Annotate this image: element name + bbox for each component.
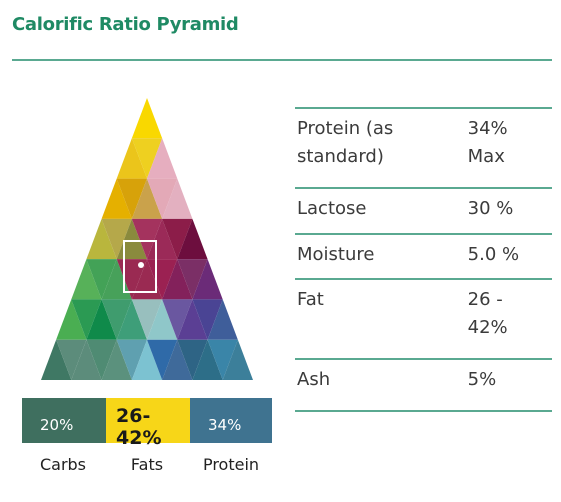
table-top-rule (295, 107, 552, 109)
pyramid-cell (131, 299, 163, 340)
pyramid-cell (71, 339, 102, 380)
pyramid-cell (101, 178, 132, 219)
pyramid-cell (207, 339, 238, 380)
table-row: Ash 5% (295, 360, 552, 412)
pyramid-cell (131, 339, 163, 380)
pyramid-cell (131, 138, 163, 179)
carbs-segment: 20% (22, 398, 106, 443)
fats-value: 26-42% (116, 405, 162, 449)
pyramid-cell (71, 259, 102, 300)
row-value: 5% (467, 369, 497, 390)
row-name: Fat (297, 289, 324, 310)
pyramid-cell (147, 178, 178, 219)
row-name: Ash (297, 369, 331, 390)
table-row: Protein (as standard) 34% Max (295, 109, 552, 189)
pyramid-cell (71, 299, 102, 340)
pyramid-cell (162, 259, 193, 300)
pyramid-cell (131, 218, 163, 260)
row-value: 5.0 % (467, 244, 520, 265)
pyramid-cell (147, 339, 178, 380)
ratio-bar: 20% 26-42% 34% (22, 398, 272, 449)
pyramid-cell (192, 299, 223, 340)
pyramid-cell (56, 339, 87, 380)
pyramid-cell (86, 259, 117, 300)
pyramid-cell (147, 138, 178, 179)
pyramid-cell (192, 259, 223, 300)
pyramid-cell (101, 299, 132, 340)
table-row: Fat 26 - 42% (295, 280, 552, 360)
pyramid-cell (56, 299, 87, 340)
pyramid-cell (86, 339, 117, 380)
pyramid-cell (192, 339, 223, 380)
pyramid-cell (147, 259, 178, 300)
table-row: Lactose 30 % (295, 189, 552, 235)
pyramid-cell (86, 299, 117, 340)
composition-table: Protein (as standard) 34% Max Lactose 30… (295, 107, 552, 412)
pyramid-cell (222, 339, 253, 380)
pyramid-cell (162, 339, 193, 380)
pyramid-cell (101, 339, 132, 380)
pyramid-cell (177, 299, 208, 340)
ratio-marker-box (123, 240, 157, 293)
pyramid-cell (86, 218, 117, 260)
protein-segment: 34% (190, 398, 272, 443)
row-value: 34% Max (467, 118, 508, 167)
pyramid-cell (177, 218, 208, 260)
row-value: 26 - 42% (467, 289, 508, 338)
row-value: 30 % (467, 198, 514, 219)
protein-label: Protein (202, 455, 260, 474)
pyramid-cell (116, 138, 147, 179)
pyramid-cell (177, 339, 208, 380)
fats-label: Fats (130, 455, 164, 474)
carbs-value: 20% (40, 416, 74, 434)
pyramid-cell (116, 339, 147, 380)
pyramid-cell (131, 259, 163, 300)
row-name: Moisture (297, 244, 375, 265)
pyramid-cell (147, 299, 178, 340)
row-name: Protein (as standard) (297, 118, 394, 167)
pyramid-cell (116, 178, 147, 219)
pyramid-cell (162, 299, 193, 340)
pyramid-cell (41, 339, 72, 380)
table-row: Moisture 5.0 % (295, 235, 552, 280)
pyramid-cell (101, 218, 132, 260)
protein-value: 34% (208, 416, 242, 434)
page-title: Calorific Ratio Pyramid (12, 14, 239, 35)
pyramid-cell (116, 299, 147, 340)
title-divider (12, 59, 552, 61)
carbs-label: Carbs (39, 455, 87, 474)
pyramid-cell (207, 299, 238, 340)
pyramid-cell (147, 218, 178, 260)
pyramid-cell (177, 259, 208, 300)
pyramid-cell (131, 178, 163, 219)
pyramid-cell (162, 178, 193, 219)
pyramid-cell (131, 98, 163, 139)
fats-segment: 26-42% (106, 398, 190, 449)
pyramid-cell (162, 218, 193, 260)
ratio-marker-dot (138, 262, 144, 268)
row-name: Lactose (297, 198, 367, 219)
